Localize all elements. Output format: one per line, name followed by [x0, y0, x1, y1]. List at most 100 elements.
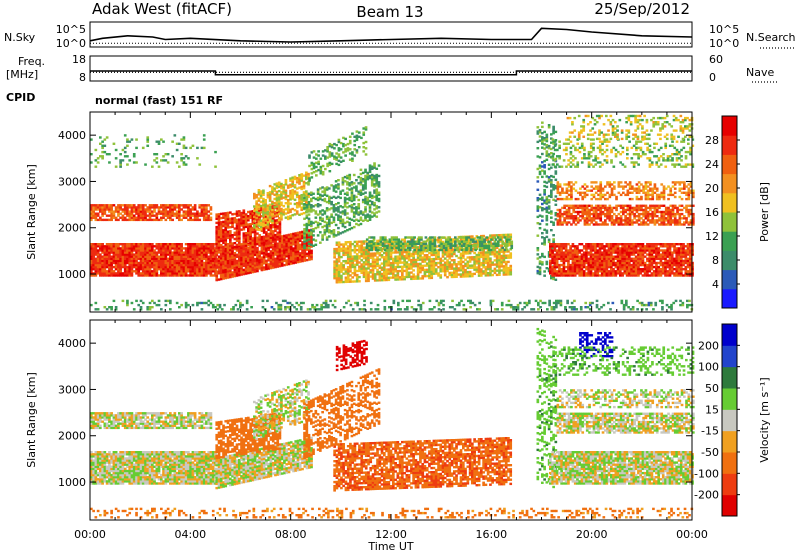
data-cell [90, 218, 93, 222]
data-cell [459, 252, 463, 255]
data-cell [211, 255, 215, 258]
data-cell [287, 252, 291, 255]
data-cell [222, 229, 225, 232]
data-cell [90, 206, 93, 209]
data-cell [135, 208, 138, 211]
data-cell [265, 222, 268, 226]
data-cell [96, 253, 100, 256]
data-cell [238, 239, 241, 242]
data-cell [362, 250, 366, 254]
data-cell [357, 175, 361, 179]
data-cell [160, 249, 163, 252]
data-cell [285, 240, 289, 243]
data-cell [328, 218, 331, 221]
data-cell [200, 249, 204, 252]
data-cell [481, 248, 484, 252]
data-cell [229, 250, 232, 254]
data-cell [92, 245, 95, 248]
data-cell [483, 246, 486, 250]
data-cell [337, 247, 341, 251]
data-cell [275, 205, 279, 208]
data-cell [258, 217, 261, 220]
data-cell [262, 266, 266, 269]
data-cell [495, 255, 499, 258]
data-cell [205, 301, 208, 305]
data-cell [126, 251, 129, 254]
data-cell [249, 223, 252, 226]
data-cell [276, 255, 280, 258]
data-cell [481, 246, 484, 250]
data-cell [262, 243, 266, 246]
data-cell [207, 257, 211, 260]
data-cell [312, 221, 315, 225]
data-cell [332, 189, 336, 192]
data-cell [249, 231, 252, 234]
data-cell [337, 278, 341, 282]
data-cell [146, 268, 150, 271]
data-cell [280, 214, 283, 217]
data-cell [362, 248, 366, 251]
data-cell [296, 258, 300, 262]
data-cell [305, 229, 309, 232]
data-cell [269, 236, 273, 239]
data-cell [340, 255, 343, 259]
data-cell [94, 245, 98, 248]
data-cell [352, 215, 356, 218]
data-cell [178, 214, 181, 217]
data-cell [249, 258, 252, 262]
data-cell [242, 256, 246, 259]
data-cell [401, 273, 404, 277]
data-cell [157, 210, 161, 213]
data-cell [240, 263, 243, 266]
data-cell [317, 160, 320, 163]
data-cell [256, 251, 259, 254]
data-cell [462, 260, 465, 264]
data-cell [173, 255, 177, 258]
data-cell [378, 266, 382, 269]
data-cell [92, 274, 95, 277]
data-cell [141, 261, 145, 265]
data-cell [335, 143, 338, 147]
data-cell [274, 240, 277, 243]
data-cell [276, 259, 280, 262]
data-cell [278, 244, 282, 247]
data-cell [451, 244, 455, 247]
data-cell [476, 308, 479, 311]
data-cell [607, 301, 610, 305]
data-cell [303, 236, 306, 239]
data-cell [368, 216, 372, 219]
data-cell [355, 208, 358, 211]
data-cell [94, 308, 98, 311]
data-cell [374, 248, 378, 252]
data-cell [130, 204, 134, 207]
data-cell [348, 158, 352, 161]
data-cell [428, 260, 431, 263]
data-cell [337, 147, 341, 150]
data-cell [141, 204, 145, 207]
data-cell [364, 199, 367, 203]
data-cell [215, 234, 219, 237]
data-cell [295, 212, 299, 215]
data-cell [217, 223, 221, 226]
data-cell [398, 276, 402, 279]
data-cell [139, 212, 143, 215]
data-cell [267, 226, 270, 229]
data-cell [314, 243, 318, 246]
data-cell [222, 260, 225, 264]
data-cell [548, 301, 551, 305]
data-cell [364, 214, 367, 217]
data-cell [256, 238, 259, 241]
data-cell [123, 218, 127, 222]
data-cell [381, 238, 385, 241]
data-cell [121, 263, 125, 267]
data-cell [316, 196, 320, 200]
data-cell [101, 272, 104, 275]
data-cell [377, 206, 381, 209]
data-cell [316, 213, 320, 216]
data-cell [360, 263, 364, 266]
data-cell [421, 250, 425, 253]
data-cell [278, 246, 282, 249]
data-cell [363, 299, 366, 303]
data-cell [335, 264, 339, 267]
data-cell [205, 214, 208, 217]
